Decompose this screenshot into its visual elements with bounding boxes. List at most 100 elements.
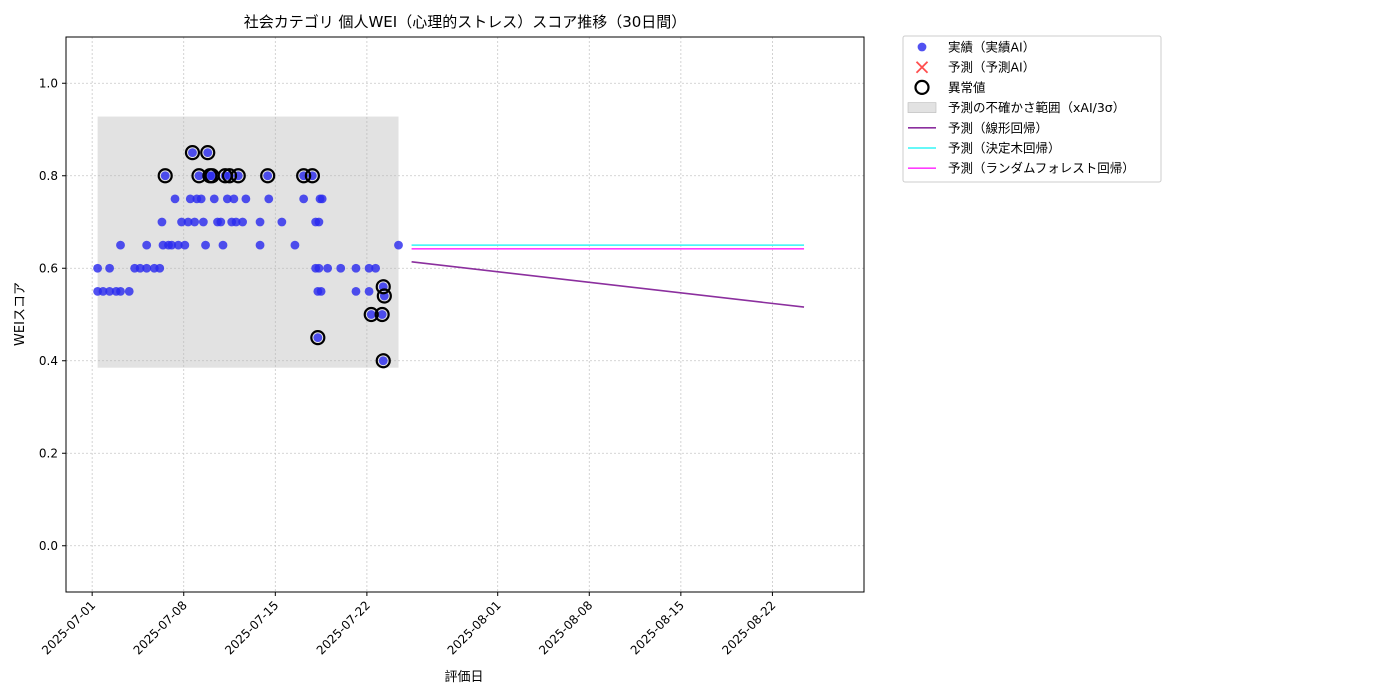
actual-point [105, 286, 115, 296]
y-tick-label: 0.6 [39, 261, 58, 275]
actual-point [277, 217, 287, 227]
actual-point [180, 240, 190, 250]
actual-point [351, 286, 361, 296]
y-axis-title: WEIスコア [13, 282, 28, 346]
actual-point [222, 194, 232, 204]
x-axis: 2025-07-01 2025-07-08 2025-07-15 2025-07-22… [39, 592, 779, 657]
anomaly-marker [221, 168, 238, 184]
y-tick-label: 0.2 [39, 446, 58, 460]
actual-point [316, 286, 326, 296]
actual-point [160, 171, 170, 181]
anomaly-marker [304, 168, 320, 184]
actual-point [231, 217, 241, 227]
y-tick-label: 1.0 [39, 76, 58, 90]
actual-point [93, 263, 103, 273]
legend-label-band: 予測の不確かさ範囲（xAI/3σ） [948, 100, 1125, 115]
x-axis-title: 評価日 [444, 670, 483, 685]
grid [66, 37, 864, 592]
anomaly-markers [157, 145, 392, 369]
actual-point [207, 171, 217, 181]
legend-item-actual: 実績（実績AI） [917, 40, 1035, 55]
legend-label-linear: 予測（線形回帰） [948, 120, 1048, 135]
uncertainty-band [97, 116, 399, 368]
x-tick-label: 2025-08-08 [536, 598, 595, 657]
actual-point [155, 263, 165, 273]
actual-point [142, 240, 152, 250]
x-tick-label: 2025-07-15 [222, 598, 281, 657]
actual-points [93, 148, 403, 366]
actual-point [198, 217, 208, 227]
x-tick-label: 2025-07-01 [39, 598, 98, 657]
x-tick-label: 2025-08-01 [445, 598, 504, 657]
actual-point [264, 194, 274, 204]
x-tick-label: 2025-07-22 [314, 598, 373, 657]
anomaly-marker [374, 306, 390, 323]
anomaly-marker [200, 145, 216, 161]
actual-point [263, 171, 273, 181]
anomaly-marker [375, 353, 391, 369]
actual-point [314, 217, 324, 227]
legend-label-tree: 予測（決定木回帰） [948, 141, 1061, 156]
legend-item-linear: 予測（線形回帰） [908, 120, 1048, 135]
actual-point [157, 217, 167, 227]
anomaly-marker [363, 306, 379, 323]
y-tick-label: 0.4 [39, 354, 58, 368]
legend-label-forest: 予測（ランダムフォレスト回帰） [948, 161, 1135, 176]
actual-point [366, 310, 376, 319]
anomaly-marker [296, 168, 312, 184]
actual-point [394, 240, 403, 250]
forecast-lines [411, 244, 805, 308]
x-tick-label: 2025-07-08 [131, 598, 190, 657]
actual-point [183, 217, 193, 227]
actual-point [98, 286, 108, 296]
actual-point [116, 286, 125, 296]
anomaly-marker [230, 168, 246, 184]
legend-swatch-actual [917, 42, 927, 52]
legend-frame [902, 35, 1162, 183]
actual-point [364, 286, 374, 296]
plot-frame [65, 36, 865, 593]
actual-point [241, 194, 251, 204]
actual-point [177, 217, 186, 227]
actual-point [314, 263, 324, 273]
actual-point [185, 194, 195, 204]
y-axis: 0.0 0.2 0.4 0.6 0.8 1.0 [39, 76, 66, 553]
actual-point [196, 194, 206, 204]
actual-point [299, 194, 309, 204]
actual-point [218, 240, 228, 250]
legend-label-anomaly: 異常値 [948, 80, 986, 95]
anomaly-marker [376, 288, 392, 304]
actual-point [203, 148, 213, 158]
actual-point [135, 263, 145, 273]
actual-point [188, 148, 197, 158]
actual-point [317, 194, 327, 204]
x-tick-label: 2025-08-22 [719, 598, 778, 657]
actual-point [216, 217, 226, 227]
legend-label-actual: 実績（実績AI） [948, 40, 1035, 55]
y-tick-label: 0.8 [39, 169, 58, 183]
legend-item-band: 予測の不確かさ範囲（xAI/3σ） [907, 100, 1125, 115]
actual-point [290, 240, 300, 250]
anomaly-marker [375, 279, 391, 295]
forecast-line-linear [411, 260, 805, 308]
legend-item-predicted: 予測（予測AI） [915, 60, 1035, 75]
actual-point [167, 240, 177, 250]
actual-point [255, 240, 265, 250]
actual-point [313, 333, 323, 343]
legend-item-anomaly: 異常値 [914, 79, 986, 96]
actual-point [124, 286, 134, 296]
anomaly-marker [157, 168, 173, 184]
actual-point [116, 240, 125, 250]
chart-title: 社会カテゴリ 個人WEI（心理的ストレス）スコア推移（30日間） [244, 13, 687, 31]
actual-point [238, 217, 248, 227]
actual-point [105, 263, 115, 273]
anomaly-marker [260, 168, 276, 184]
actual-point [323, 263, 333, 273]
y-tick-label: 0.0 [39, 539, 58, 553]
actual-point [170, 194, 180, 204]
legend-swatch-anomaly [914, 79, 930, 96]
anomaly-marker [310, 330, 326, 346]
actual-point [371, 263, 381, 273]
